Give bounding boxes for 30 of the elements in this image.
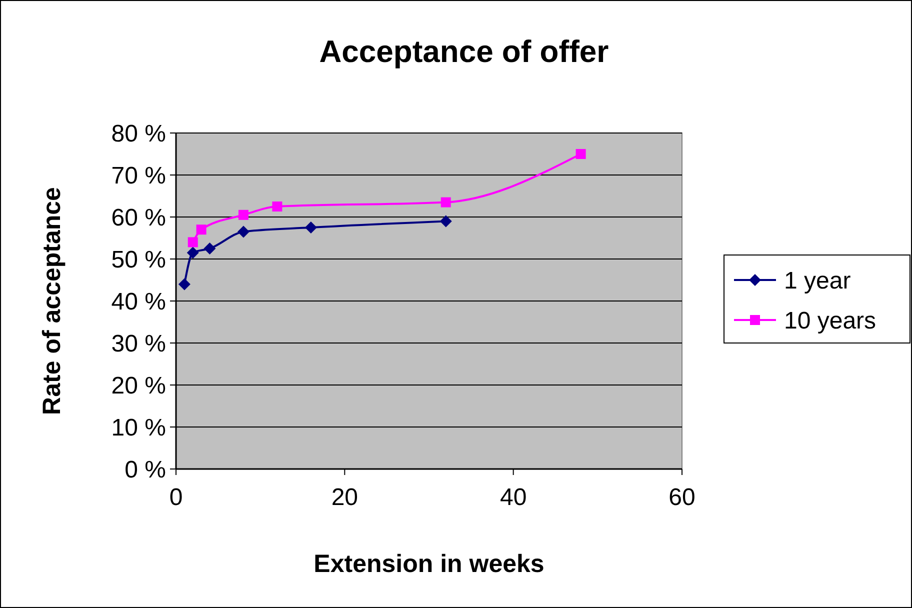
y-tick-label: 10 % <box>111 414 166 442</box>
legend-label: 10 years <box>784 307 876 334</box>
y-tick-label: 60 % <box>111 204 166 232</box>
point <box>196 224 206 235</box>
x-axis-title: Extension in weeks <box>314 550 544 578</box>
point <box>272 202 282 212</box>
x-tick-label: 20 <box>331 484 358 511</box>
x-tick-label: 40 <box>500 484 527 511</box>
y-tick-label: 20 % <box>111 372 166 400</box>
y-tick-label: 30 % <box>111 330 166 358</box>
point <box>304 222 317 234</box>
point <box>186 246 199 259</box>
legend-label: 1 year <box>784 267 851 294</box>
y-tick-label: 70 % <box>111 162 166 190</box>
point <box>440 197 451 208</box>
point <box>238 210 248 220</box>
x-tick-label: 0 <box>169 484 183 511</box>
point <box>576 149 586 159</box>
y-tick-label: 0 % <box>124 456 166 484</box>
y-tick-label: 40 % <box>111 288 166 316</box>
y-axis-title: Rate of acceptance <box>38 186 66 415</box>
x-tick-label: 60 <box>668 484 696 511</box>
point <box>188 237 198 248</box>
point <box>178 278 190 290</box>
y-tick-label: 50 % <box>111 246 166 274</box>
y-tick-label: 80 % <box>111 120 166 148</box>
point <box>237 226 250 238</box>
chart-title: Acceptance of offer <box>319 34 609 69</box>
point <box>440 215 452 228</box>
point <box>204 242 216 254</box>
